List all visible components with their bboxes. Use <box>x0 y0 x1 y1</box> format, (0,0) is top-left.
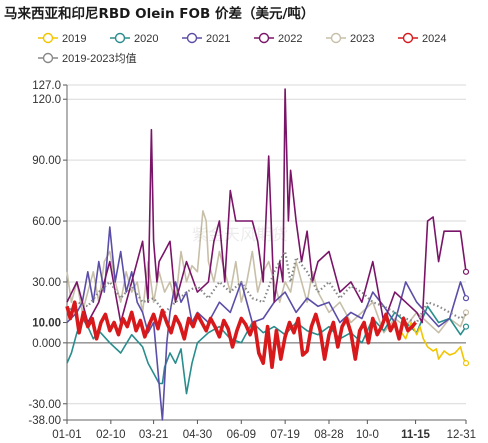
series-line-2021 <box>66 226 467 421</box>
legend-label: 2023 <box>350 33 374 45</box>
legend-swatch-marker <box>402 32 414 44</box>
series-line-2022 <box>66 88 467 324</box>
y-tick-label: 90.00 <box>32 155 61 167</box>
legend-label: 2024 <box>422 33 446 45</box>
legend-label: 2019 <box>62 33 86 45</box>
x-tick-label: 08-28 <box>314 429 343 441</box>
y-tick-label: -38.00 <box>28 415 61 427</box>
x-tick-label: 11-15 <box>401 429 430 441</box>
x-tick-label: 01-01 <box>52 429 81 441</box>
series-layer <box>65 88 470 421</box>
x-tick-label: 06-09 <box>227 429 256 441</box>
legend-label: 2021 <box>206 33 230 45</box>
series-end-marker <box>462 295 470 302</box>
axis-layer: 127.0 120.0 90.00 60.00 30.00 10.00 0.000 -30.0… <box>28 80 476 441</box>
legend-item: 2020 <box>110 32 158 45</box>
legend-item: 2023 <box>326 32 374 45</box>
legend-label: 2019-2023均值 <box>62 52 137 65</box>
x-tick-label: 02-10 <box>96 429 125 441</box>
legend-item: 2024 <box>398 32 446 45</box>
series-end-marker <box>462 268 470 275</box>
y-tick-label: 0.000 <box>32 338 61 350</box>
chart-title: 马来西亚和印尼RBD Olein FOB 价差（美元/吨） <box>4 6 315 22</box>
watermark-layer: 紫金天风期货 <box>192 225 288 244</box>
y-tick-label: 60.00 <box>32 216 61 228</box>
legend-item: 2019-2023均值 <box>38 52 137 65</box>
legend-swatch-marker <box>258 32 270 44</box>
y-tick-label: 120.0 <box>32 94 61 106</box>
legend-layer: 2019 2020 2021 2022 2023 2024 2019-2023均值 <box>38 32 446 65</box>
series-line-2024 <box>65 300 418 370</box>
series-end-marker <box>462 360 470 367</box>
series-end-marker <box>462 309 470 316</box>
y-tick-label: 30.00 <box>32 277 61 289</box>
legend-label: 2022 <box>278 33 302 45</box>
legend-label: 2020 <box>134 33 158 45</box>
y-tick-label: 127.0 <box>32 80 61 92</box>
y-tick-label: 10.00 <box>32 318 61 330</box>
legend-swatch-marker <box>186 32 198 44</box>
series-line-2019-2023均值 <box>66 250 467 324</box>
x-tick-label: 03-21 <box>139 429 168 441</box>
legend-swatch-marker <box>330 32 342 44</box>
grid-layer <box>67 84 466 421</box>
x-tick-label: 12-31 <box>447 429 476 441</box>
legend-item: 2022 <box>254 32 302 45</box>
x-tick-label: 07-19 <box>270 429 299 441</box>
series-line-2023 <box>66 210 467 334</box>
legend-swatch-marker <box>42 32 54 44</box>
series-end-marker <box>462 323 470 330</box>
legend-swatch-marker <box>42 52 54 64</box>
watermark: 紫金天风期货 <box>192 225 288 244</box>
x-tick-label: 04-30 <box>183 429 212 441</box>
series-line-2019 <box>399 321 467 364</box>
y-tick-label: -30.00 <box>28 399 61 411</box>
legend-item: 2019 <box>38 32 86 45</box>
legend-swatch-marker <box>114 32 126 44</box>
x-tick-label: 10-0 <box>356 429 379 441</box>
legend-item: 2021 <box>182 32 230 45</box>
